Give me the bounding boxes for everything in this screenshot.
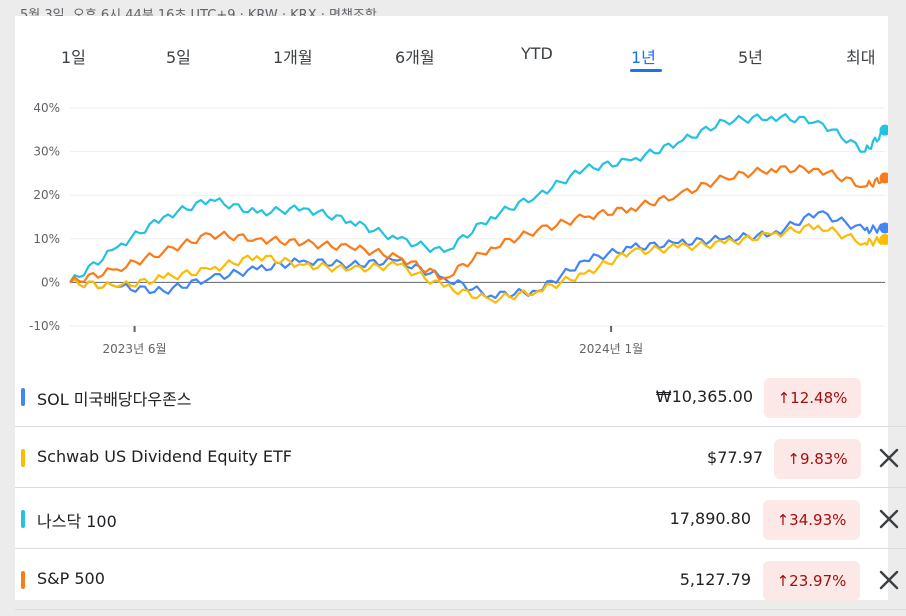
y-tick-label: 30% [33,145,60,159]
range-tabs: 1일 5일 1개월 6개월 YTD 1년 5년 최대 [15,16,888,76]
x-tick-label: 2024년 1월 [579,342,643,356]
y-tick-label: 20% [33,188,60,202]
tab-6m[interactable]: 6개월 [395,48,435,67]
tab-ytd[interactable]: YTD [521,44,553,63]
series-line [69,164,886,284]
series-name: SOL 미국배당다우존스 [37,390,192,409]
change-badge: ↑12.48% [764,378,861,418]
tab-1y[interactable]: 1년 [631,48,656,67]
close-icon[interactable] [875,566,903,594]
series-name: Schwab US Dividend Equity ETF [37,447,293,466]
series-price: 17,890.80 [669,509,751,528]
series-price: 5,127.79 [679,570,751,589]
series-end-point [879,124,888,136]
series-name: 나스닥 100 [37,512,117,531]
comparison-chart[interactable]: 40% 30% 20% 10% 0% -10% 2023년 6월 2024년 1월 [15,82,888,372]
close-icon[interactable] [875,505,903,533]
series-end-point [879,172,888,184]
legend-row[interactable]: SOL 미국배당다우존스 ₩10,365.00 ↑12.48% [15,366,906,427]
y-tick-label: 10% [33,232,60,246]
series-price: ₩10,365.00 [655,387,753,406]
change-badge: ↑23.97% [763,561,860,601]
comparison-card: 1일 5일 1개월 6개월 YTD 1년 5년 최대 40% 30% 20% 10% 0… [15,16,906,610]
change-badge: ↑9.83% [774,439,861,479]
legend-row[interactable]: 나스닥 100 17,890.80 ↑34.93% [15,488,906,549]
active-tab-indicator [630,69,662,72]
legend-row[interactable]: S&P 500 5,127.79 ↑23.97% [15,549,906,610]
series-name: S&P 500 [37,569,105,588]
series-color-swatch [21,510,25,528]
series-color-swatch [21,449,25,467]
tab-1m[interactable]: 1개월 [273,48,313,67]
series-line [69,113,886,283]
change-badge: ↑34.93% [763,500,860,540]
x-tick-label: 2023년 6월 [103,342,167,356]
legend-row[interactable]: Schwab US Dividend Equity ETF $77.97 ↑9.… [15,427,906,488]
series-price: $77.97 [707,448,763,467]
y-tick-label: 40% [33,101,60,115]
series-end-point [879,234,888,246]
tab-1d[interactable]: 1일 [61,48,86,67]
y-tick-label: -10% [29,319,60,333]
close-icon[interactable] [875,444,903,472]
series-end-point [879,222,888,234]
series-line [69,223,886,304]
legend-rows: SOL 미국배당다우존스 ₩10,365.00 ↑12.48% Schwab U… [15,366,906,610]
tab-max[interactable]: 최대 [846,48,876,67]
tab-5y[interactable]: 5년 [738,48,763,67]
series-color-swatch [21,571,25,589]
series-color-swatch [21,388,25,406]
y-tick-label: 0% [41,275,60,289]
tab-5d[interactable]: 5일 [166,48,191,67]
